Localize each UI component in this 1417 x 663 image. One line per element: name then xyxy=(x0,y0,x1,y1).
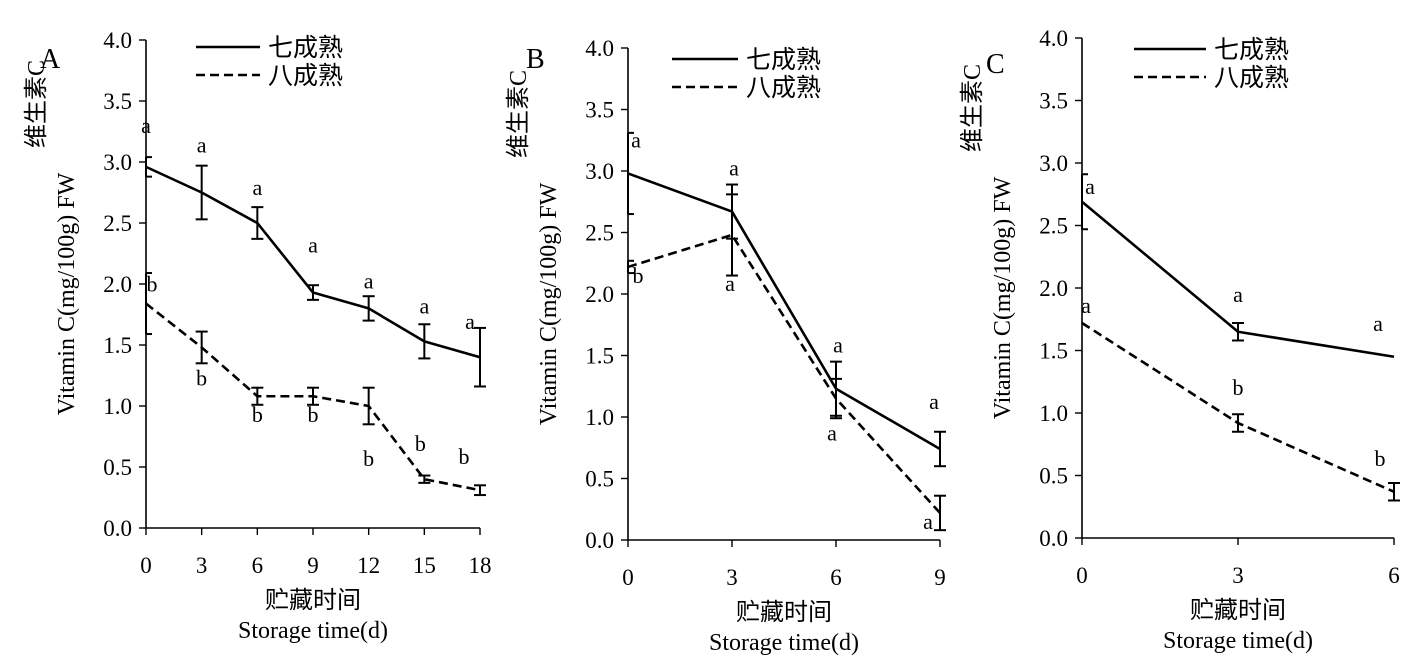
chart-b-sig-label: b xyxy=(633,263,644,288)
chart-b-y-tick-label: 2.5 xyxy=(585,221,614,246)
chart-a-sig-label: a xyxy=(419,293,429,318)
chart-c-x-tick-label: 3 xyxy=(1232,563,1244,588)
chart-a-y-tick-label: 4.0 xyxy=(103,28,132,53)
chart-b-y-tick-label: 0.5 xyxy=(585,467,614,492)
chart-c-x-title-en: Storage time(d) xyxy=(1163,628,1313,654)
chart-b-y-tick-label: 1.5 xyxy=(585,344,614,369)
chart-a-sig-label: b xyxy=(363,446,374,471)
chart-a-sig-label: b xyxy=(252,402,263,427)
chart-a-x-tick-label: 6 xyxy=(252,553,264,578)
chart-c-y-title-en: Vitamin C(mg/100g) FW xyxy=(990,176,1016,419)
chart-a-x-tick-label: 15 xyxy=(413,553,436,578)
chart-a-sig-label: b xyxy=(459,444,470,469)
chart-b-legend-label-1: 七成熟 xyxy=(746,46,821,74)
chart-b-legend-label-2: 八成熟 xyxy=(746,74,821,102)
chart-b-y-tick-label: 0.0 xyxy=(585,528,614,553)
chart-b-sig-label: a xyxy=(923,509,933,534)
chart-c-sig-label: a xyxy=(1233,282,1243,307)
chart-a-x-title-en: Storage time(d) xyxy=(238,618,388,644)
chart-c-sig-label: a xyxy=(1373,311,1383,336)
chart-a-y-tick-label: 2.0 xyxy=(103,272,132,297)
chart-b-y-tick-label: 3.5 xyxy=(585,98,614,123)
chart-c-y-tick-label: 1.0 xyxy=(1039,401,1068,426)
chart-c-panel-letter: C xyxy=(986,49,1005,80)
chart-b-x-title-en: Storage time(d) xyxy=(709,630,859,656)
chart-b-panel-letter: B xyxy=(526,44,545,75)
chart-a-x-tick-label: 3 xyxy=(196,553,208,578)
chart-b-sig-label: a xyxy=(725,271,735,296)
chart-c-y-tick-label: 0.5 xyxy=(1039,464,1068,489)
chart-c-y-tick-label: 0.0 xyxy=(1039,526,1068,551)
chart-a-sig-label: b xyxy=(308,402,319,427)
chart-b-series-line-1 xyxy=(627,172,941,451)
chart-c-y-tick-label: 1.5 xyxy=(1039,339,1068,364)
chart-a-y-tick-label: 0.5 xyxy=(103,455,132,480)
chart-a-sig-label: a xyxy=(465,309,475,334)
chart-c-x-tick-label: 0 xyxy=(1076,563,1088,588)
chart-b-y-tick-label: 2.0 xyxy=(585,282,614,307)
chart-b-y-title-cn: 维生素C xyxy=(505,70,532,158)
chart-a-y-tick-label: 3.0 xyxy=(103,150,132,175)
chart-a-sig-label: b xyxy=(196,365,207,390)
chart-b-sig-label: a xyxy=(827,421,837,446)
chart-b-sig-label: a xyxy=(729,156,739,181)
chart-c-sig-label: a xyxy=(1081,293,1091,318)
chart-c-legend-label-1: 七成熟 xyxy=(1214,36,1289,64)
chart-a-series-line-1 xyxy=(145,165,481,359)
chart-a-x-tick-label: 9 xyxy=(307,553,319,578)
chart-b-x-title-cn: 贮藏时间 xyxy=(736,599,832,626)
chart-c-y-tick-label: 2.5 xyxy=(1039,214,1068,239)
chart-c-x-tick-label: 6 xyxy=(1388,563,1400,588)
chart-a-x-tick-label: 12 xyxy=(357,553,380,578)
chart-a-sig-label: a xyxy=(364,268,374,293)
chart-b-y-tick-label: 3.0 xyxy=(585,159,614,184)
chart-b-y-tick-label: 4.0 xyxy=(585,36,614,61)
chart-a-x-tick-label: 18 xyxy=(469,553,492,578)
chart-c-y-title-cn: 维生素C xyxy=(959,64,986,152)
chart-a-sig-label: a xyxy=(197,133,207,158)
chart-c-x-title-cn: 贮藏时间 xyxy=(1190,597,1286,624)
chart-a-sig-label: a xyxy=(308,233,318,258)
chart-c-legend-label-2: 八成熟 xyxy=(1214,64,1289,92)
chart-a-panel-letter: A xyxy=(40,44,61,75)
chart-a-legend-label-1: 七成熟 xyxy=(268,34,343,62)
chart-c-y-tick-label: 3.0 xyxy=(1039,151,1068,176)
chart-a-y-title-cn: 维生素C xyxy=(23,60,50,148)
chart-b-x-tick-label: 3 xyxy=(726,565,738,590)
chart-a-y-tick-label: 1.5 xyxy=(103,333,132,358)
chart-a-y-tick-label: 3.5 xyxy=(103,89,132,114)
chart-b-sig-label: a xyxy=(929,389,939,414)
chart-b-x-tick-label: 0 xyxy=(622,565,634,590)
chart-b-series-line-2 xyxy=(627,233,941,514)
chart-c-y-tick-label: 2.0 xyxy=(1039,276,1068,301)
chart-b-y-tick-label: 1.0 xyxy=(585,405,614,430)
chart-a-legend-label-2: 八成熟 xyxy=(268,62,343,90)
chart-b-x-tick-label: 9 xyxy=(934,565,946,590)
chart-c-sig-label: b xyxy=(1233,375,1244,400)
chart-a-x-title-cn: 贮藏时间 xyxy=(265,587,361,614)
chart-b-sig-label: a xyxy=(631,127,641,152)
chart-c-y-tick-label: 4.0 xyxy=(1039,26,1068,51)
chart-b-x-tick-label: 6 xyxy=(830,565,842,590)
chart-a-sig-label: a xyxy=(252,175,262,200)
chart-c-y-tick-label: 3.5 xyxy=(1039,89,1068,114)
chart-b-sig-label: a xyxy=(833,333,843,358)
chart-a-sig-label: b xyxy=(415,431,426,456)
chart-a-y-tick-label: 1.0 xyxy=(103,394,132,419)
chart-a-y-tick-label: 0.0 xyxy=(103,516,132,541)
chart-b-y-title-en: Vitamin C(mg/100g) FW xyxy=(536,182,562,425)
chart-c-sig-label: a xyxy=(1085,174,1095,199)
chart-a-y-tick-label: 2.5 xyxy=(103,211,132,236)
chart-a-x-tick-label: 0 xyxy=(140,553,152,578)
chart-a-y-title-en: Vitamin C(mg/100g) FW xyxy=(54,172,80,415)
chart-a-sig-label: b xyxy=(147,272,158,297)
chart-a-sig-label: a xyxy=(141,113,151,138)
chart-c-sig-label: b xyxy=(1375,446,1386,471)
